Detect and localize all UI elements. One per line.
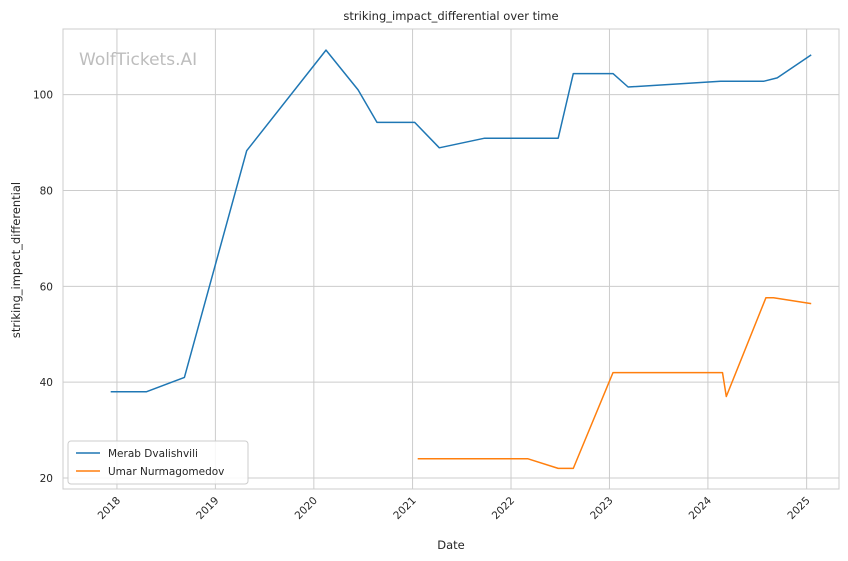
legend-box: [67, 440, 249, 485]
y-tick-labels: 20 40 60 80 100: [33, 90, 53, 485]
y-tick-label: 100: [33, 90, 53, 102]
y-tick-label: 80: [40, 185, 53, 197]
x-tick-label: 2025: [785, 495, 812, 522]
legend-label: Umar Nurmagomedov: [108, 466, 224, 478]
chart-title: striking_impact_differential over time: [343, 9, 558, 23]
x-tick-label: 2020: [293, 495, 320, 522]
y-tick-label: 60: [40, 281, 53, 293]
series-lines: [110, 49, 812, 470]
legend-label: Merab Dvalishvili: [108, 448, 198, 460]
y-tick-label: 20: [40, 473, 53, 485]
x-tick-labels: 2018 2019 2020 2021 2022 2023 2024 2025: [96, 494, 813, 522]
x-tick-label: 2024: [687, 494, 715, 522]
y-gridlines: [63, 94, 839, 479]
y-tick-label: 40: [40, 377, 53, 389]
x-gridlines: [116, 29, 808, 489]
x-tick-label: 2021: [391, 495, 418, 522]
plot-frame: [62, 28, 840, 490]
watermark-text: WolfTickets.AI: [79, 50, 197, 70]
y-axis-label: striking_impact_differential: [9, 182, 23, 338]
x-axis-label: Date: [437, 538, 465, 552]
x-tick-label: 2022: [490, 495, 517, 522]
series-line: [417, 297, 812, 470]
x-tick-label: 2018: [96, 495, 123, 522]
x-tick-label: 2023: [588, 495, 615, 522]
x-tick-label: 2019: [194, 495, 221, 522]
legend: Merab Dvalishvili Umar Nurmagomedov: [67, 440, 249, 485]
series-line: [110, 49, 812, 393]
